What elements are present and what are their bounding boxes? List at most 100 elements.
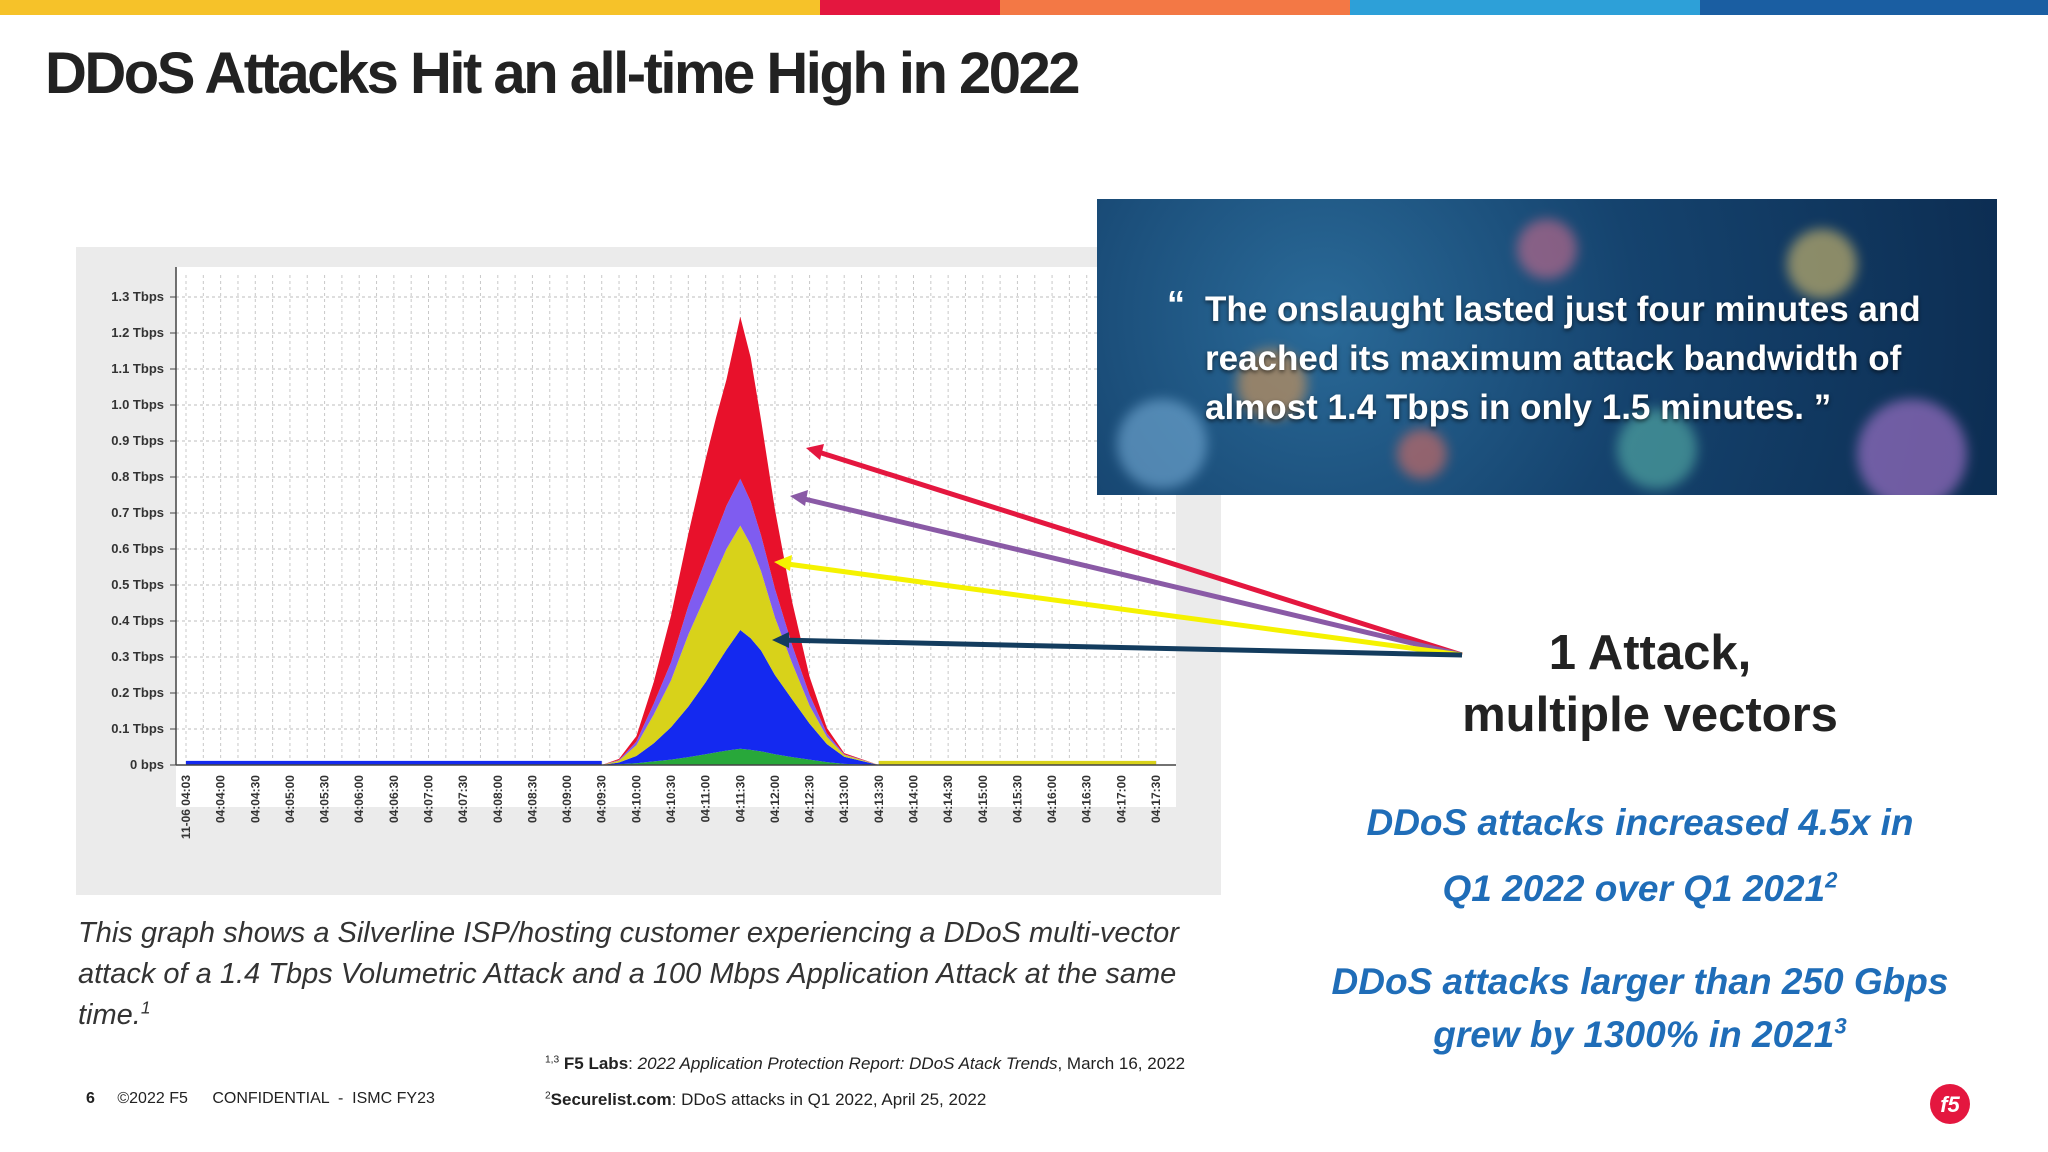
stat2-footnote-ref: 3 — [1834, 1013, 1847, 1039]
top-bar-segment-darkblue — [1700, 0, 2048, 15]
x-tick-label: 04:13:30 — [872, 775, 886, 823]
x-tick-label: 11-06 04:03 — [179, 775, 193, 839]
stat2-line2-text: grew by 1300% in 2021 — [1433, 1014, 1835, 1055]
stat1-footnote-ref: 2 — [1825, 867, 1838, 893]
x-tick-label: 04:04:30 — [248, 775, 262, 823]
stat-large-attacks: DDoS attacks larger than 250 Gbps grew b… — [1290, 955, 1990, 1061]
caption-text: This graph shows a Silverline ISP/hostin… — [78, 917, 1179, 1031]
x-tick-label: 04:12:30 — [803, 775, 817, 823]
x-tick-label: 04:12:00 — [768, 775, 782, 823]
area-series-2 — [186, 630, 1156, 765]
y-tick-label: 0.2 Tbps — [111, 685, 164, 700]
x-tick-label: 04:15:00 — [976, 775, 990, 823]
bokeh-light — [1857, 399, 1967, 495]
footnote1-date: , March 16, 2022 — [1057, 1054, 1186, 1073]
x-tick-label: 04:10:00 — [629, 775, 643, 823]
bandwidth-chart: 0 bps 0.1 Tbps 0.2 Tbps 0.3 Tbps 0.4 Tbps 0.5… — [76, 247, 1221, 895]
x-tick-label: 04:05:30 — [318, 775, 332, 823]
y-tick-label: 1.1 Tbps — [111, 361, 164, 376]
x-tick-label: 04:17:00 — [1114, 775, 1128, 823]
chart-caption: This graph shows a Silverline ISP/hostin… — [78, 913, 1238, 1036]
y-tick-label: 1.3 Tbps — [111, 289, 164, 304]
x-tick-label: 04:06:30 — [387, 775, 401, 823]
x-tick-label: 04:08:30 — [525, 775, 539, 823]
chart-areas — [186, 316, 1156, 765]
x-tick-label: 04:10:30 — [664, 775, 678, 823]
x-tick-label: 04:14:30 — [941, 775, 955, 823]
footnote1-ref: 1,3 — [545, 1054, 560, 1066]
x-tick-label: 04:05:00 — [283, 775, 297, 823]
top-bar-segment-orange — [1000, 0, 1350, 15]
footer-copyright: ©2022 F5 — [117, 1090, 188, 1107]
y-tick-label: 0.7 Tbps — [111, 505, 164, 520]
y-tick-label: 0.6 Tbps — [111, 541, 164, 556]
x-tick-label: 04:16:30 — [1080, 775, 1094, 823]
y-tick-label: 0.8 Tbps — [111, 469, 164, 484]
stat1-line2-text: Q1 2022 over Q1 2021 — [1442, 868, 1826, 909]
stat1-line2: Q1 2022 over Q1 20212 — [1290, 856, 1990, 922]
chart-svg: 0 bps 0.1 Tbps 0.2 Tbps 0.3 Tbps 0.4 Tbps 0.5… — [76, 247, 1221, 895]
x-tick-label: 04:06:00 — [352, 775, 366, 823]
bokeh-light — [1617, 409, 1697, 489]
quote-panel: “ The onslaught lasted just four minutes… — [1097, 199, 1997, 495]
footnote2-source: Securelist.com — [550, 1090, 672, 1109]
footnote-2: 2Securelist.com: DDoS attacks in Q1 2022… — [545, 1090, 986, 1110]
slide-footer: 6 ©2022 F5 CONFIDENTIAL - ISMC FY23 — [86, 1090, 435, 1108]
y-tick-label: 0.9 Tbps — [111, 433, 164, 448]
quote-open-mark: “ — [1167, 283, 1185, 324]
x-tick-label: 04:09:00 — [560, 775, 574, 823]
attack-label: 1 Attack, multiple vectors — [1420, 622, 1880, 746]
footnote2-rest: : DDoS attacks in Q1 2022, April 25, 202… — [671, 1090, 987, 1109]
attack-label-line2: multiple vectors — [1462, 688, 1838, 742]
x-tick-label: 04:15:30 — [1010, 775, 1024, 823]
bokeh-light — [1397, 429, 1447, 479]
stat-attacks-increased: DDoS attacks increased 4.5x in Q1 2022 o… — [1290, 790, 1990, 922]
f5-logo-icon: f5 — [1930, 1084, 1970, 1124]
f5-logo-circle — [1930, 1084, 1970, 1124]
x-tick-label: 04:08:00 — [491, 775, 505, 823]
y-tick-label: 0.3 Tbps — [111, 649, 164, 664]
x-tick-label: 04:11:00 — [699, 775, 713, 823]
page-number: 6 — [86, 1090, 95, 1107]
bokeh-light — [1237, 349, 1307, 419]
top-bar-segment-red — [820, 0, 1000, 15]
bokeh-light — [1517, 219, 1577, 279]
y-tick-labels: 0 bps 0.1 Tbps 0.2 Tbps 0.3 Tbps 0.4 Tbps 0.5… — [111, 289, 176, 772]
quote-text: The onslaught lasted just four minutes a… — [1205, 290, 1921, 427]
top-color-bar — [0, 0, 2048, 15]
y-tick-label: 0.1 Tbps — [111, 721, 164, 736]
x-tick-label: 04:14:00 — [907, 775, 921, 823]
x-tick-label: 04:07:30 — [456, 775, 470, 823]
attack-label-line1: 1 Attack, — [1548, 626, 1752, 680]
stat2-line1: DDoS attacks larger than 250 Gbps — [1331, 961, 1949, 1002]
footnote1-source: F5 Labs — [563, 1054, 629, 1073]
footnote-1: 1,3 F5 Labs: 2022 Application Protection… — [545, 1054, 1186, 1073]
x-tick-label: 04:13:00 — [837, 775, 851, 823]
stat2-line2: grew by 1300% in 20213 — [1290, 1008, 1990, 1061]
footer-confidential: CONFIDENTIAL - ISMC FY23 — [212, 1090, 435, 1107]
area-series-1 — [186, 748, 1156, 765]
x-tick-label: 04:11:30 — [733, 775, 747, 823]
top-bar-segment-lightblue — [1350, 0, 1700, 15]
x-tick-labels: 11-06 04:03 04:04:00 04:04:30 04:05:00 04:05… — [179, 775, 1163, 839]
top-bar-segment-yellow — [0, 0, 820, 15]
x-tick-label: 04:17:30 — [1149, 775, 1163, 823]
bokeh-light — [1117, 399, 1207, 489]
x-tick-label: 04:04:00 — [214, 775, 228, 823]
slide-title: DDoS Attacks Hit an all-time High in 202… — [45, 41, 1081, 106]
y-tick-label: 0.4 Tbps — [111, 613, 164, 628]
x-tick-label: 04:16:00 — [1045, 775, 1059, 823]
stat1-line1: DDoS attacks increased 4.5x in — [1366, 802, 1914, 843]
f5-logo-text: f5 — [1940, 1092, 1960, 1117]
area-series-3 — [186, 525, 1156, 765]
footnote1-title: 2022 Application Protection Report: DDoS… — [637, 1054, 1058, 1073]
x-tick-label: 04:07:00 — [422, 775, 436, 823]
x-tick-label: 04:09:30 — [595, 775, 609, 823]
y-tick-label: 0.5 Tbps — [111, 577, 164, 592]
y-tick-label: 0 bps — [130, 757, 164, 772]
y-tick-label: 1.2 Tbps — [111, 325, 164, 340]
caption-footnote-ref: 1 — [140, 997, 151, 1018]
bokeh-light — [1787, 229, 1857, 299]
y-tick-label: 1.0 Tbps — [111, 397, 164, 412]
footnote2-ref: 2 — [545, 1090, 551, 1102]
